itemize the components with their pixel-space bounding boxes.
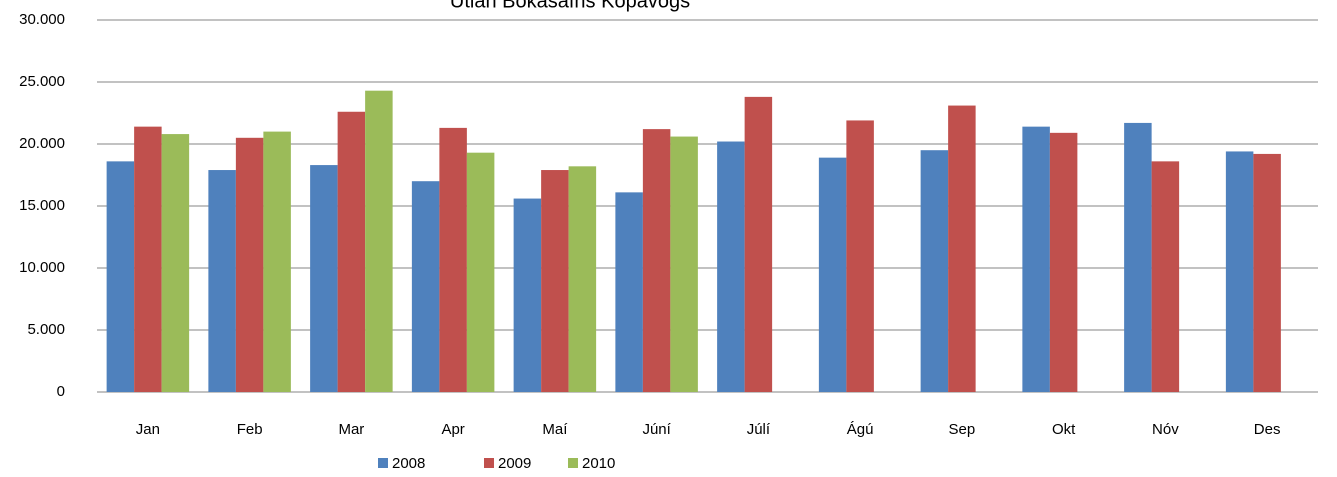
y-tick-label: 25.000 (19, 73, 65, 90)
bar (466, 152, 495, 392)
bar (948, 105, 976, 392)
y-tick-label: 10.000 (19, 259, 65, 276)
bar (642, 129, 671, 392)
bar (1022, 126, 1050, 392)
legend-label: 2008 (392, 455, 425, 472)
bar (1225, 151, 1254, 392)
bar (411, 181, 440, 392)
x-tick-label: Jan (136, 421, 160, 438)
bar (337, 111, 366, 392)
x-tick-label: Ágú (847, 421, 874, 438)
x-tick-label: Júní (642, 421, 671, 438)
x-tick-label: Apr (441, 421, 464, 438)
bar (1124, 122, 1152, 393)
legend-swatch (568, 458, 578, 468)
y-tick-label: 5.000 (27, 321, 65, 338)
chart-title: Útlán Bókasafns Kópavogs (450, 0, 690, 12)
bar (106, 161, 135, 392)
legend-swatch (484, 458, 494, 468)
bar (310, 165, 338, 392)
x-tick-label: Mar (338, 421, 364, 438)
x-tick-label: Okt (1052, 421, 1076, 438)
bar (161, 134, 190, 392)
bar (263, 131, 291, 392)
y-tick-label: 30.000 (19, 11, 65, 28)
bar (513, 198, 542, 392)
bar (846, 120, 874, 392)
x-tick-label: Sep (949, 421, 976, 438)
bar (1253, 153, 1281, 392)
legend-swatch (378, 458, 388, 468)
bar (818, 157, 847, 392)
legend-label: 2010 (582, 455, 615, 472)
bar (920, 150, 949, 392)
y-tick-label: 20.000 (19, 135, 65, 152)
x-tick-label: Maí (542, 421, 568, 438)
bar (134, 126, 162, 392)
bar (439, 127, 467, 392)
y-tick-label: 0 (57, 383, 65, 400)
bar (717, 141, 745, 392)
bar (208, 170, 236, 392)
bar (365, 90, 393, 393)
bar (235, 137, 264, 392)
x-tick-label: Feb (237, 421, 263, 438)
bar (568, 166, 597, 392)
x-tick-label: Nóv (1152, 421, 1179, 438)
x-tick-label: Júlí (747, 421, 771, 438)
legend-label: 2009 (498, 455, 531, 472)
bar (1151, 161, 1180, 392)
x-tick-label: Des (1254, 421, 1281, 438)
bar (541, 170, 569, 392)
bar (1049, 132, 1078, 392)
bar (744, 96, 773, 392)
y-tick-label: 15.000 (19, 197, 65, 214)
bar (670, 136, 698, 392)
bar (615, 192, 643, 392)
